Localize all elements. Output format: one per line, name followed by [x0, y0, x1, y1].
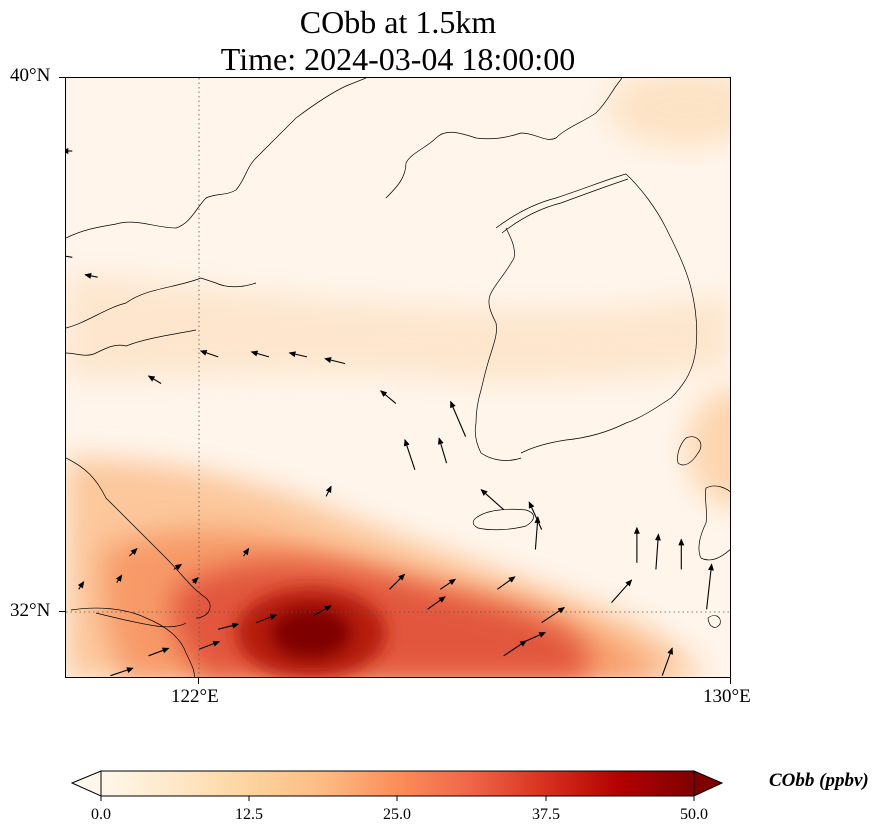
wind-vector-8 [380, 390, 397, 404]
coast-shandong-south [66, 329, 197, 356]
field-band-east-west [66, 273, 730, 383]
wind-vector-21 [541, 607, 566, 624]
y-tick-40n [59, 77, 65, 78]
wind-vector-31 [110, 667, 134, 677]
wind-vector-24 [439, 578, 457, 590]
colorbar [70, 770, 724, 801]
y-tick-32n [59, 611, 65, 612]
coast-jeju-island [472, 508, 534, 531]
map-canvas [66, 78, 730, 677]
wind-vector-1 [66, 255, 73, 258]
wind-vector-16 [654, 533, 661, 570]
border-north-korea-double [501, 178, 629, 234]
y-tick-label-32n: 32°N [10, 600, 51, 621]
coast-liaodong [385, 78, 623, 199]
wind-vector-29 [256, 614, 278, 624]
coast-small-island [707, 615, 721, 628]
coast-kyushu-north [698, 485, 730, 561]
wind-vector-18 [706, 563, 714, 610]
colorbar-tick-label-2: 25.0 [383, 806, 411, 823]
wind-vector-35 [129, 547, 138, 557]
map-title: CObb at 1.5km [299, 4, 497, 40]
wind-vector-6 [324, 357, 346, 365]
wind-vector-14 [534, 516, 541, 550]
wind-vector-30 [218, 622, 240, 630]
wind-vector-27 [389, 573, 406, 590]
wind-vector-28 [313, 605, 332, 617]
wind-vector-38 [191, 576, 199, 585]
wind-vector-40 [77, 580, 85, 590]
coast-jiangsu [66, 457, 211, 619]
wind-vector-19 [611, 579, 633, 603]
coast-yangtze-south [70, 607, 195, 677]
wind-vector-10 [403, 438, 416, 470]
coast-tsushima-island [677, 436, 702, 466]
wind-vector-23 [503, 640, 528, 657]
x-tick-label-130e: 130°E [703, 686, 751, 707]
map-panel [65, 77, 731, 678]
y-tick-label-40n: 40°N [10, 65, 51, 86]
coast-korea-west [474, 227, 522, 461]
wind-vectors [66, 148, 714, 677]
coast-bohai-west [66, 78, 367, 239]
coast-shandong-north [66, 277, 257, 329]
concentration-field [66, 78, 730, 677]
border-north-korea [495, 173, 627, 229]
wind-vector-34 [173, 563, 183, 571]
map-subtitle-time: Time: 2024-03-04 18:00:00 [220, 41, 576, 77]
wind-vector-33 [199, 640, 221, 650]
wind-vector-9 [450, 400, 467, 437]
wind-vector-36 [325, 485, 332, 497]
field-patch-east [686, 388, 730, 508]
wind-vector-2 [84, 272, 98, 279]
colorbar-label: CObb (ppbv) [769, 770, 869, 791]
colorbar-extend-low [70, 770, 102, 797]
gridlines [66, 78, 730, 677]
wind-vector-11 [437, 437, 448, 464]
field-peak [271, 608, 351, 658]
colorbar-tick-label-1: 12.5 [235, 806, 263, 823]
wind-vector-37 [242, 547, 250, 557]
wind-vector-3 [199, 350, 219, 358]
coast-korea-east [520, 173, 698, 454]
wind-vector-26 [427, 596, 446, 610]
wind-vector-20 [661, 647, 673, 676]
wind-vector-32 [148, 647, 170, 657]
field-patch-north [606, 78, 730, 148]
wind-vector-39 [115, 574, 123, 584]
colorbar-gradient [100, 770, 695, 797]
colorbar-tick-label-3: 37.5 [532, 806, 560, 823]
x-tick-122e [198, 678, 199, 684]
wind-vector-13 [528, 501, 543, 530]
x-tick-label-122e: 122°E [171, 686, 219, 707]
wind-vector-12 [480, 489, 505, 511]
colorbar-extend-high [693, 770, 724, 797]
colorbar-tick-label-4: 50.0 [680, 806, 708, 823]
x-tick-130e [730, 678, 731, 684]
colorbar-tick-label-0: 0.0 [91, 806, 111, 823]
wind-vector-4 [250, 350, 270, 358]
wind-vector-5 [288, 351, 308, 358]
wind-vector-25 [496, 576, 516, 590]
coast-yangtze-island [95, 612, 187, 628]
coastlines [66, 78, 730, 677]
wind-vector-7 [147, 375, 162, 384]
